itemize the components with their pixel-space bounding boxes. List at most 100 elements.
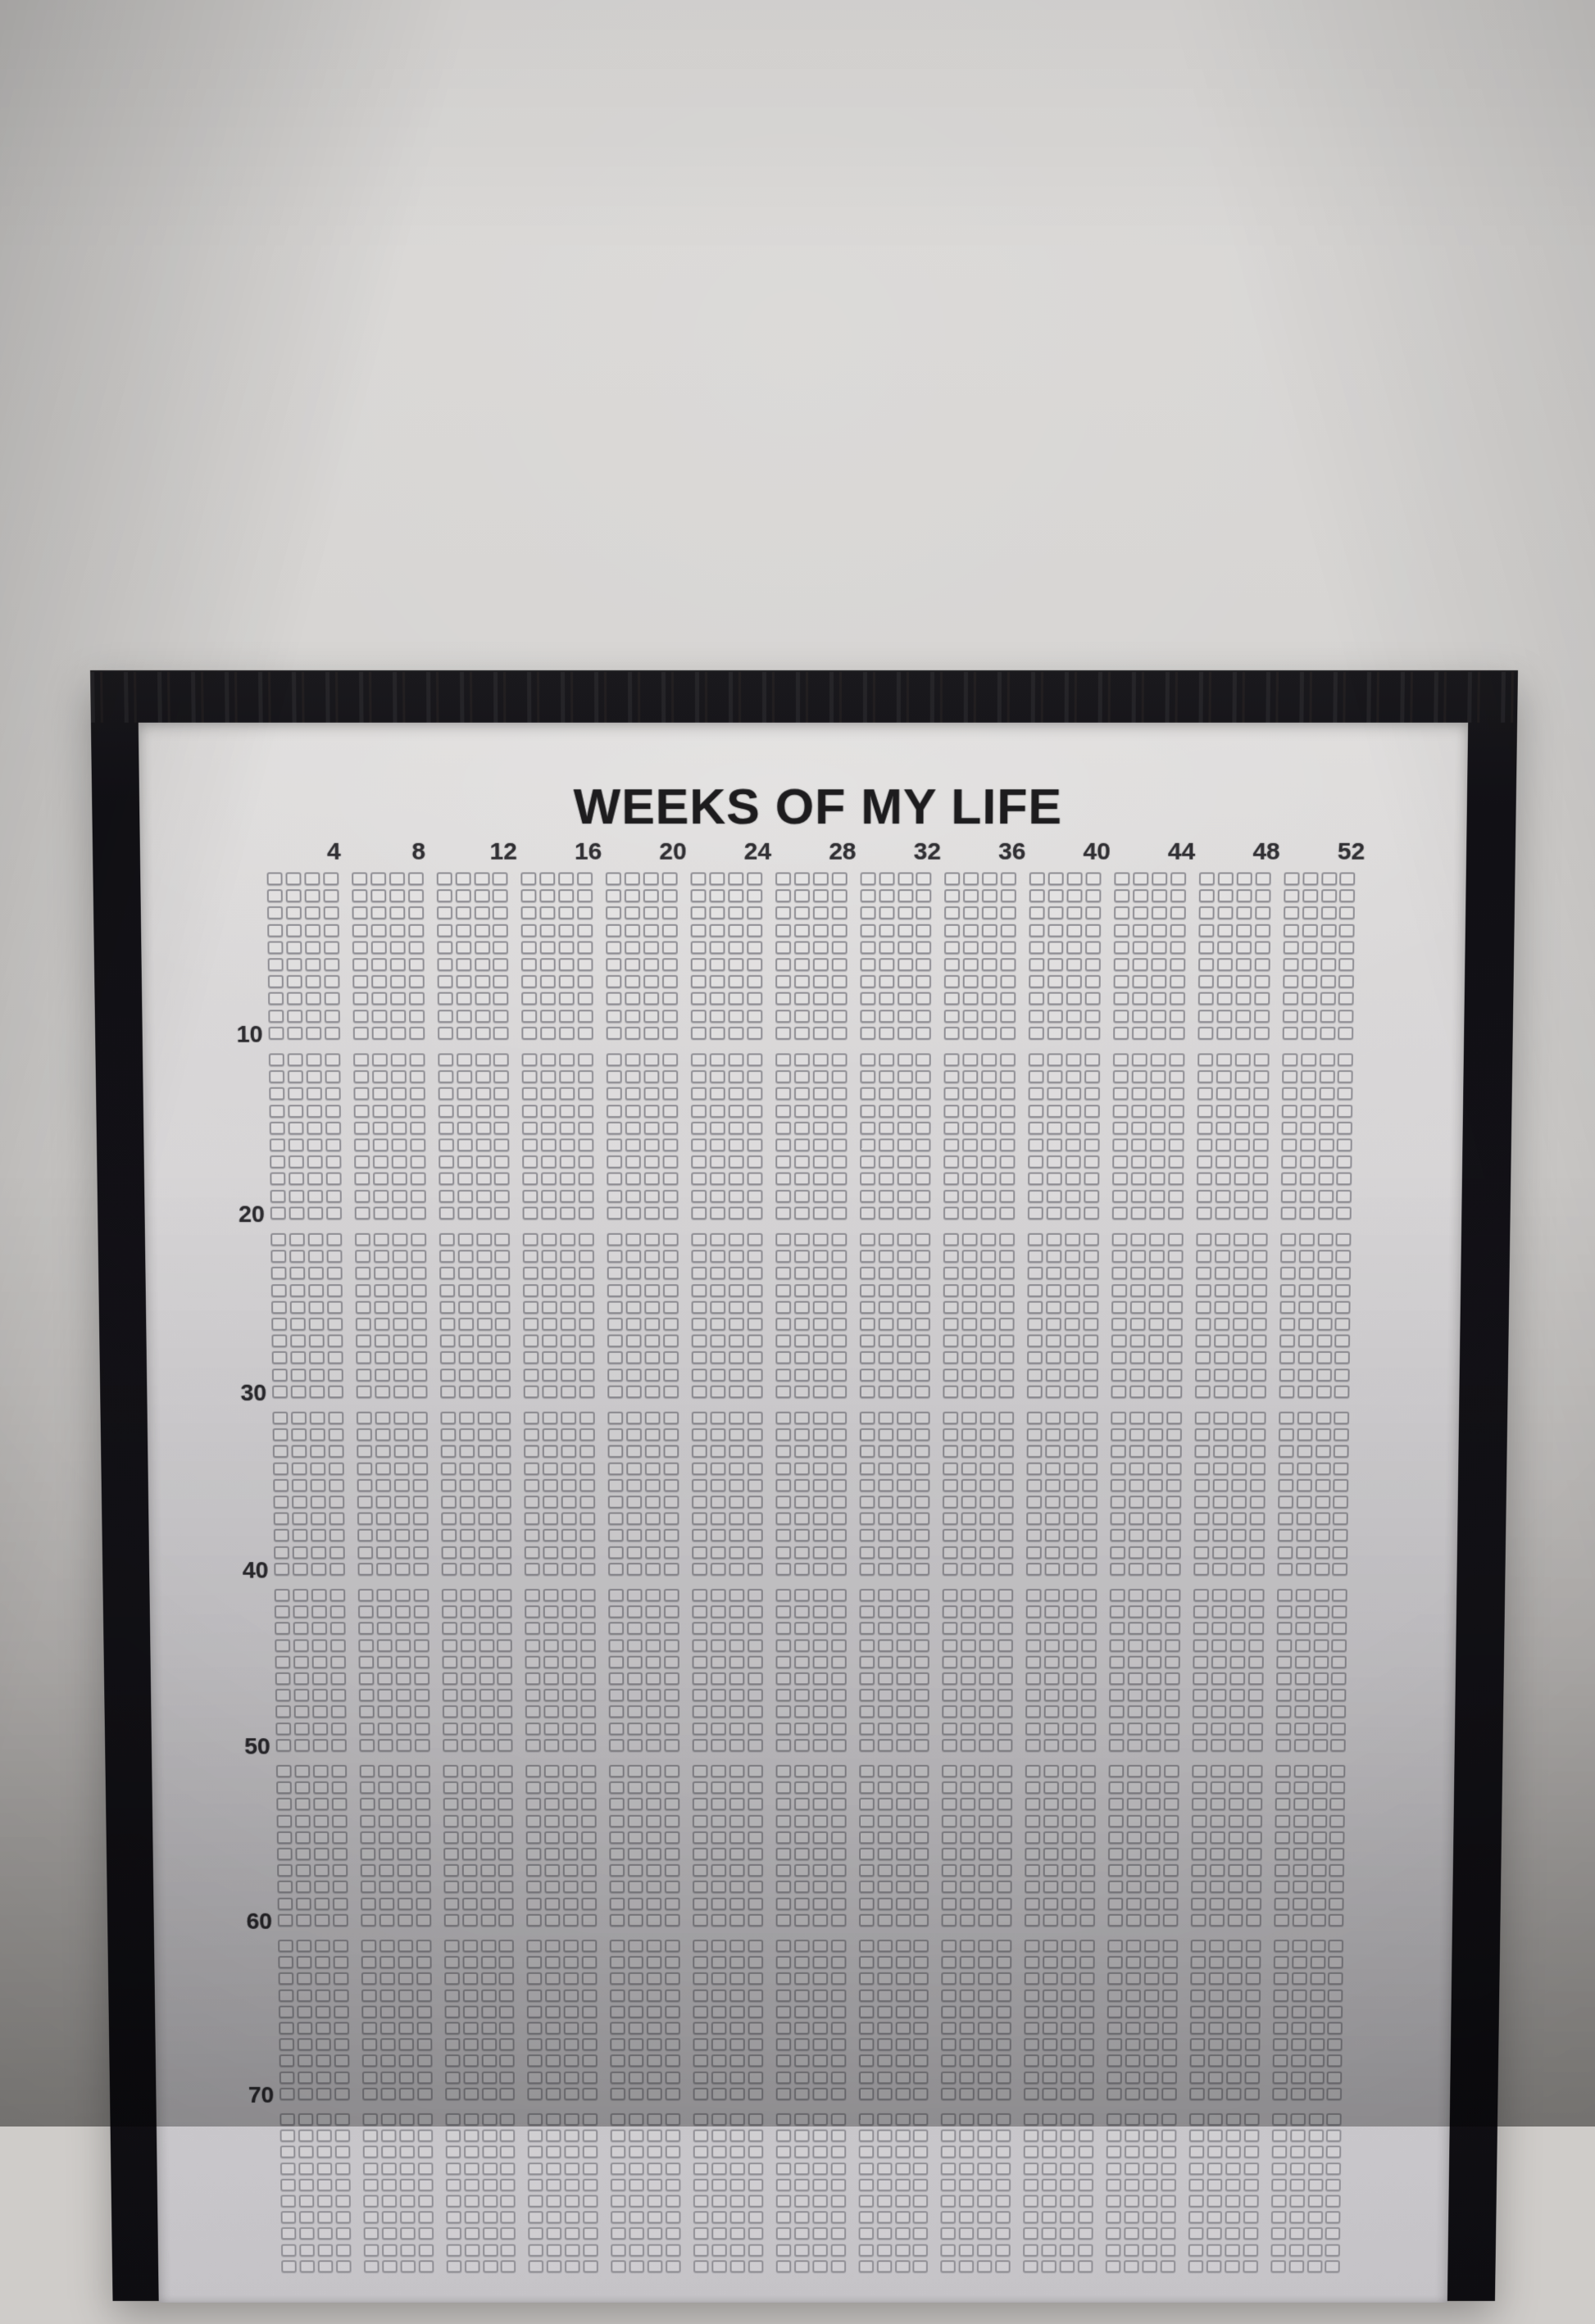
week-cell: [1246, 1831, 1262, 1844]
week-cell: [747, 1232, 763, 1246]
week-cell: [1300, 1070, 1316, 1083]
week-cell: [1192, 1739, 1208, 1752]
week-cell: [775, 1232, 791, 1246]
week-cell: [497, 1588, 512, 1602]
week-cell: [1143, 1989, 1160, 2002]
week-cell: [1062, 1689, 1079, 1702]
week-cell: [1131, 1121, 1147, 1135]
week-cell: [479, 1814, 496, 1827]
week-cell: [1243, 2087, 1260, 2100]
week-cell: [643, 1070, 660, 1083]
week-cell: [1143, 1956, 1160, 1969]
week-cell: [728, 1232, 744, 1246]
week-cell: [629, 2260, 645, 2273]
week-cell: [1252, 1138, 1269, 1152]
week-cell: [859, 1300, 875, 1314]
week-cell: [1063, 1529, 1079, 1542]
week-cell: [944, 992, 961, 1005]
week-cell: [524, 1411, 540, 1425]
week-cell: [1252, 1189, 1268, 1203]
week-cell: [793, 1026, 810, 1040]
week-cell: [298, 2211, 315, 2224]
week-cell: [711, 2054, 727, 2068]
week-cell: [440, 1478, 457, 1492]
week-cell: [896, 1512, 912, 1526]
week-cell: [561, 1546, 578, 1559]
week-cell: [896, 1300, 912, 1314]
week-cell: [1151, 906, 1167, 920]
week-cell: [1111, 1232, 1128, 1246]
week-cell: [580, 1622, 596, 1636]
week-cell: [1164, 1689, 1180, 1702]
week-cell: [1319, 1070, 1335, 1083]
week-cell: [895, 1705, 911, 1718]
week-cell: [544, 1864, 561, 1877]
week-cell: [445, 2178, 461, 2191]
week-cell: [1164, 1705, 1180, 1718]
week-cell: [693, 1972, 708, 1986]
week-cell: [830, 1864, 847, 1877]
week-cell: [560, 1206, 576, 1220]
week-cell: [496, 1478, 512, 1492]
week-cell: [664, 1605, 679, 1618]
week-cell: [299, 2260, 315, 2273]
week-cell: [1147, 1496, 1163, 1509]
week-cell: [1025, 1605, 1042, 1618]
week-cell: [1299, 1121, 1316, 1135]
week-cell: [396, 1764, 412, 1778]
week-cell: [775, 1445, 791, 1459]
week-cell: [997, 1639, 1014, 1652]
week-cell: [292, 1563, 308, 1576]
week-cell: [523, 1283, 539, 1297]
week-cell: [1315, 1428, 1331, 1441]
week-cell: [480, 1989, 497, 2002]
week-cell: [1297, 1445, 1312, 1459]
week-cell: [436, 941, 452, 955]
week-cell: [896, 1283, 912, 1297]
week-cell: [775, 1087, 791, 1101]
week-cell: [395, 1672, 411, 1686]
week-cell: [1235, 992, 1252, 1005]
week-cell: [285, 889, 302, 903]
week-cell: [275, 1639, 291, 1652]
week-cell: [942, 1689, 958, 1702]
week-cell: [393, 1318, 408, 1331]
week-cell: [1338, 992, 1355, 1005]
week-cell: [645, 1546, 661, 1559]
week-cell: [443, 1897, 459, 1910]
week-cell: [1313, 1639, 1329, 1652]
week-cell: [560, 1283, 576, 1297]
week-cell: [1227, 1881, 1243, 1894]
week-cell: [895, 1897, 911, 1910]
week-cell: [775, 1189, 791, 1203]
week-cell: [858, 2005, 875, 2018]
week-cell: [1280, 1189, 1297, 1203]
week-cell: [943, 1104, 960, 1118]
week-cell: [1143, 2113, 1159, 2126]
week-axis-label: 40: [1083, 837, 1111, 865]
week-cell: [711, 1739, 726, 1752]
week-cell: [1210, 1798, 1225, 1811]
week-cell: [915, 1206, 931, 1220]
week-cell: [409, 1053, 425, 1067]
week-cell: [1317, 1189, 1334, 1203]
week-cell: [1281, 1104, 1297, 1118]
week-cell: [647, 2227, 663, 2240]
week-cell: [463, 2145, 479, 2158]
week-cell: [830, 2022, 847, 2035]
week-cell: [913, 2054, 929, 2068]
week-cell: [793, 1814, 810, 1827]
week-cell: [291, 1445, 307, 1459]
week-cell: [897, 889, 913, 903]
week-cell: [665, 2178, 681, 2191]
week-cell: [1254, 975, 1270, 988]
week-cell: [998, 1411, 1015, 1425]
week-cell: [332, 1881, 348, 1894]
week-cell: [607, 1318, 623, 1331]
week-cell: [812, 2038, 828, 2051]
week-cell: [1188, 2211, 1204, 2224]
week-cell: [442, 1655, 457, 1668]
week-cell: [482, 2162, 498, 2175]
week-cell: [475, 1155, 492, 1169]
week-cell: [1146, 1655, 1162, 1668]
